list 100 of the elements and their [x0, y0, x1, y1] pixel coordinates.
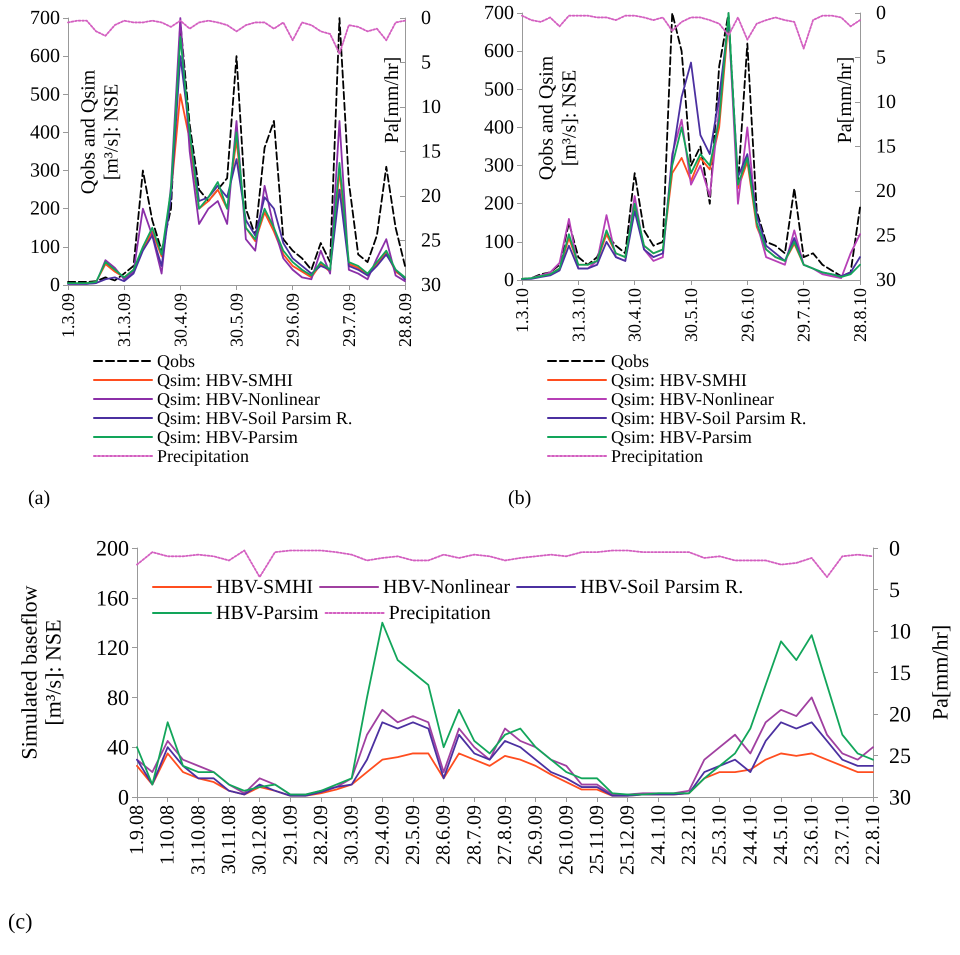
x-tick-label: 29.5.09: [402, 805, 424, 865]
y-tick-label: 0: [50, 274, 60, 296]
legend-label: HBV-SMHI: [216, 576, 314, 598]
x-tick-label: 27.8.09: [494, 805, 516, 865]
legend-label: Precipitation: [611, 446, 703, 466]
y-tick-label: 600: [484, 40, 514, 62]
x-tick-label: 30.4.09: [170, 293, 190, 347]
y2-tick-label: 25: [876, 224, 896, 246]
x-tick-label: 1.9.08: [126, 805, 148, 855]
y2-tick-label: 20: [876, 180, 896, 202]
x-tick-label: 26.10.09: [555, 805, 578, 875]
text: (b): [508, 487, 532, 509]
legend-label: Qobs: [611, 351, 650, 371]
y2-tick-label: 10: [421, 96, 441, 118]
x-tick-label: 29.7.09: [338, 293, 359, 347]
y-tick-label: 80: [107, 684, 129, 710]
y-tick-label: 300: [30, 160, 60, 182]
y-tick-label: 500: [30, 83, 60, 106]
x-tick-label: 30.11.08: [218, 805, 240, 874]
y-tick-label: 100: [484, 230, 514, 253]
y2-tick-label: 0: [421, 7, 431, 29]
legend-label: Qsim: HBV-Soil Parsim R.: [157, 408, 352, 428]
x-tick-label: 29.4.09: [371, 805, 394, 865]
x-tick-label: 30.12.08: [248, 805, 271, 875]
y-tick-label: 700: [484, 2, 514, 24]
y2-tick-label: 15: [889, 660, 911, 685]
x-tick-label: 1.10.08: [156, 805, 179, 865]
x-tick-label: 1.3.09: [58, 293, 78, 338]
legend-label: HBV-Parsim: [216, 602, 320, 624]
legend-label: Precipitation: [388, 602, 491, 624]
x-tick-label: 23.7.10: [831, 805, 854, 865]
x-tick-label: 30.5.09: [226, 293, 246, 347]
x-tick-label: 30.5.10: [681, 288, 701, 342]
x-tick-label: 29.1.09: [279, 805, 302, 865]
line-series: [136, 550, 874, 578]
x-tick-label: 25.3.10: [708, 805, 731, 865]
y2-tick-label: 30: [876, 269, 896, 291]
x-tick-label: 28.7.09: [463, 805, 486, 865]
y2-tick-label: 15: [876, 136, 896, 158]
x-tick-label: 1.3.10: [512, 288, 532, 333]
legend-label: Qobs: [157, 351, 196, 371]
y-axis-title: Qobs and Qsim [m³/s]: NSE: [536, 55, 580, 180]
x-tick-label: 29.7.10: [794, 288, 814, 342]
y-tick-label: 0: [118, 784, 129, 810]
y2-tick-label: 25: [889, 743, 911, 768]
y2-tick-label: 30: [889, 784, 911, 810]
legend-label: Qsim: HBV-Nonlinear: [611, 389, 774, 409]
x-tick-label: 24.4.10: [739, 805, 762, 865]
x-tick-label: 22.8.10: [862, 805, 884, 865]
y-tick-label: 600: [30, 45, 60, 68]
y-tick-label: 40: [107, 734, 129, 760]
y-tick-label: 400: [30, 121, 60, 144]
x-tick-label: 28.6.09: [432, 805, 455, 865]
x-tick-label: 24.1.10: [647, 805, 670, 865]
y2-tick-label: 0: [889, 536, 900, 560]
legend-label: Qsim: HBV-Parsim: [157, 427, 298, 447]
y-tick-label: 0: [504, 269, 514, 291]
legend-label: Precipitation: [157, 446, 249, 466]
legend-label: Qsim: HBV-Soil Parsim R.: [611, 408, 806, 428]
y2-tick-label: 10: [876, 91, 896, 113]
x-tick-label: 30.4.10: [624, 288, 645, 342]
y-tick-label: 200: [96, 536, 129, 560]
y2-tick-label: 5: [876, 46, 886, 68]
x-tick-label: 24.5.10: [770, 805, 792, 865]
y-tick-label: 200: [484, 192, 514, 215]
x-tick-label: 28.8.10: [850, 288, 870, 342]
x-tick-label: 26.9.09: [524, 805, 547, 865]
text: (c): [8, 908, 32, 934]
legend-label: Qsim: HBV-SMHI: [157, 370, 293, 390]
y-tick-label: 200: [30, 198, 60, 220]
y2-tick-label: 15: [421, 140, 441, 162]
y2-tick-label: 20: [889, 702, 911, 726]
y2-tick-label: 25: [421, 230, 441, 252]
y2-tick-label: 5: [421, 52, 431, 74]
x-tick-label: 30.3.09: [340, 805, 363, 865]
y-axis-title: Simulated baseflow [m³/s]: NSE: [16, 585, 66, 760]
x-tick-label: 31.3.10: [568, 288, 588, 342]
legend-label: HBV-Nonlinear: [383, 576, 510, 598]
legend-label: Qsim: HBV-Nonlinear: [157, 389, 320, 409]
x-tick-label: 25.11.09: [586, 805, 608, 874]
line-series: [521, 14, 861, 50]
y2-axis-title: Pa[mm/hr]: [928, 624, 952, 720]
y-axis-title: Qobs and Qsim [m³/s]: NSE: [78, 69, 122, 194]
y2-axis-title: Pa[mm/hr]: [834, 56, 856, 144]
y2-tick-label: 10: [889, 618, 911, 644]
y2-axis-title: Pa[mm/hr]: [381, 56, 403, 144]
legend-label: Qsim: HBV-Parsim: [611, 427, 752, 447]
x-tick-label: 25.12.09: [616, 805, 639, 875]
x-tick-label: 29.6.10: [737, 288, 758, 342]
y2-tick-label: 30: [421, 274, 441, 296]
x-tick-label: 28.8.09: [395, 293, 415, 347]
line-series: [136, 622, 874, 796]
y-tick-label: 160: [96, 585, 129, 610]
y-tick-label: 400: [484, 116, 514, 138]
y2-tick-label: 5: [889, 577, 900, 602]
line-series: [67, 20, 406, 54]
y2-tick-label: 0: [876, 2, 886, 24]
y2-tick-label: 20: [421, 185, 441, 207]
x-tick-label: 31.10.08: [187, 805, 210, 875]
y-tick-label: 700: [30, 7, 60, 29]
